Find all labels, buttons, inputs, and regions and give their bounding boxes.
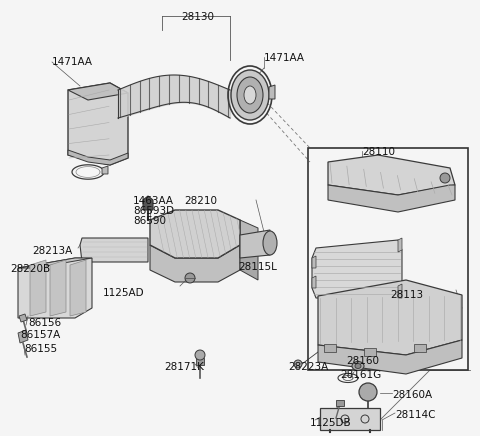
Polygon shape <box>196 358 204 365</box>
Polygon shape <box>328 185 455 212</box>
Ellipse shape <box>355 364 361 368</box>
Polygon shape <box>240 245 258 280</box>
Text: 28210: 28210 <box>184 196 217 206</box>
Polygon shape <box>80 238 148 262</box>
Polygon shape <box>324 344 336 352</box>
Text: 28113: 28113 <box>390 290 423 300</box>
Polygon shape <box>240 220 258 254</box>
Text: 86156: 86156 <box>28 318 61 328</box>
Polygon shape <box>18 258 92 268</box>
Text: 28110: 28110 <box>362 147 395 157</box>
Polygon shape <box>50 260 66 316</box>
Text: 86155: 86155 <box>24 344 57 354</box>
Polygon shape <box>30 260 46 316</box>
Polygon shape <box>414 344 426 352</box>
Text: 28160: 28160 <box>346 356 379 366</box>
Text: 1125AD: 1125AD <box>103 288 144 298</box>
Text: 1471AA: 1471AA <box>52 57 93 67</box>
Circle shape <box>195 350 205 360</box>
Polygon shape <box>312 276 316 288</box>
Polygon shape <box>68 150 128 165</box>
Polygon shape <box>143 196 153 210</box>
Circle shape <box>359 383 377 401</box>
Text: 28114C: 28114C <box>395 410 435 420</box>
Text: 86157A: 86157A <box>20 330 60 340</box>
Polygon shape <box>336 400 344 406</box>
Ellipse shape <box>231 70 269 120</box>
Text: 28130: 28130 <box>181 12 215 22</box>
Polygon shape <box>240 230 270 258</box>
Polygon shape <box>364 348 376 356</box>
Text: 28213A: 28213A <box>32 246 72 256</box>
Text: 28223A: 28223A <box>288 362 328 372</box>
Polygon shape <box>68 83 128 165</box>
Circle shape <box>440 173 450 183</box>
Text: 28161G: 28161G <box>340 370 381 380</box>
Text: 86593D: 86593D <box>133 206 174 216</box>
Text: 1463AA: 1463AA <box>133 196 174 206</box>
Circle shape <box>185 273 195 283</box>
Polygon shape <box>150 245 240 282</box>
Circle shape <box>294 360 302 368</box>
Text: 28171K: 28171K <box>164 362 204 372</box>
Polygon shape <box>398 238 402 252</box>
Polygon shape <box>102 166 108 174</box>
Polygon shape <box>312 240 402 298</box>
Text: 1125DB: 1125DB <box>310 418 352 428</box>
Polygon shape <box>318 340 462 374</box>
Ellipse shape <box>263 231 277 255</box>
Polygon shape <box>70 260 86 316</box>
Polygon shape <box>18 330 28 343</box>
Polygon shape <box>269 85 275 99</box>
Text: 86590: 86590 <box>133 216 166 226</box>
Ellipse shape <box>237 77 263 113</box>
Text: 28115L: 28115L <box>238 262 277 272</box>
Polygon shape <box>398 284 402 298</box>
Text: 28220B: 28220B <box>10 264 50 274</box>
Ellipse shape <box>352 361 364 371</box>
Text: 28160A: 28160A <box>392 390 432 400</box>
Polygon shape <box>150 210 240 258</box>
Text: 1471AA: 1471AA <box>264 53 305 63</box>
Polygon shape <box>328 155 455 195</box>
Polygon shape <box>19 314 27 322</box>
Polygon shape <box>312 256 316 268</box>
Polygon shape <box>18 258 92 318</box>
Polygon shape <box>320 408 380 430</box>
Polygon shape <box>68 83 128 100</box>
Polygon shape <box>318 280 462 355</box>
Ellipse shape <box>244 86 256 104</box>
